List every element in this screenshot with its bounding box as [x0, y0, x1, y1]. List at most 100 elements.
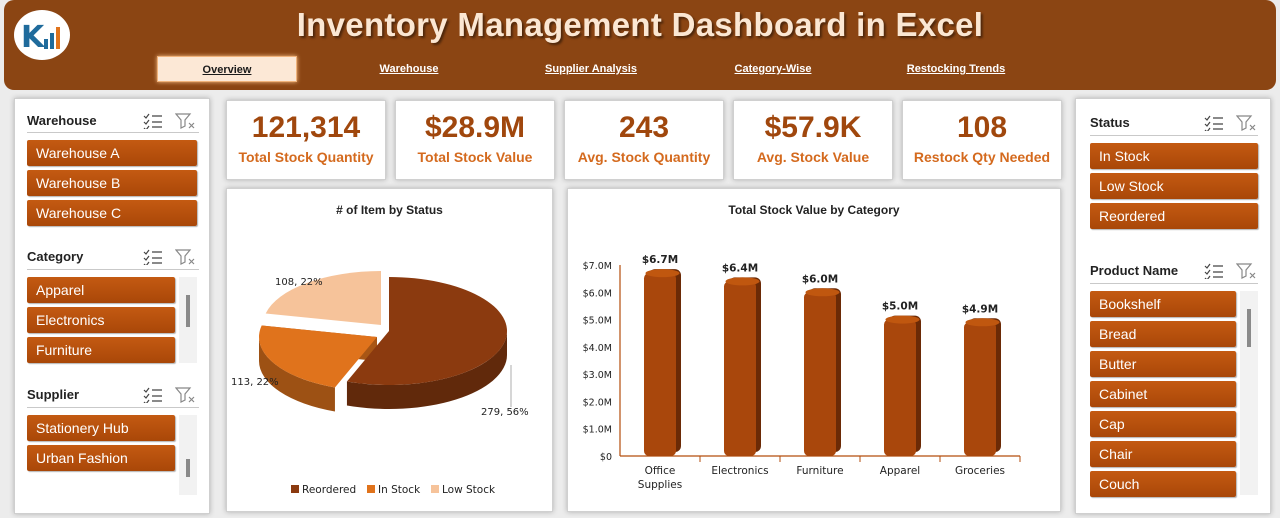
y-tick-label: $0	[600, 452, 612, 463]
bar[interactable]	[884, 315, 921, 456]
kpi-total-stock-value: $28.9M Total Stock Value	[395, 100, 555, 180]
page-title: Inventory Management Dashboard in Excel	[296, 6, 984, 43]
pie-slice-in-stock[interactable]	[259, 325, 377, 388]
supplier-scrollbar[interactable]	[179, 415, 197, 495]
bar-chart: $0 $1.0M $2.0M $3.0M $4.0M $5.0M $6.0M $7.0M $6.…	[583, 254, 1021, 491]
slicer-item-couch[interactable]: Couch	[1090, 471, 1236, 497]
multi-select-icon[interactable]	[143, 387, 163, 403]
bar-chart-title: Total Stock Value by Category	[728, 203, 900, 217]
slicer-item-low-stock[interactable]: Low Stock	[1090, 173, 1258, 199]
scrollbar-thumb[interactable]	[186, 459, 190, 477]
kpi-label: Avg. Stock Quantity	[577, 149, 711, 165]
status-slicer-title: Status	[1090, 115, 1130, 130]
slicer-divider	[1090, 283, 1258, 284]
slicer-item-bread[interactable]: Bread	[1090, 321, 1236, 347]
y-tick-label: $4.0M	[583, 343, 612, 354]
kpi-avg-stock-value: $57.9K Avg. Stock Value	[733, 100, 893, 180]
slicer-divider	[27, 269, 199, 270]
clear-filter-icon[interactable]	[1236, 115, 1256, 131]
slicer-item-stationery-hub[interactable]: Stationery Hub	[27, 415, 175, 441]
pie-slice-low-stock[interactable]	[265, 271, 381, 325]
slicer-item-chair[interactable]: Chair	[1090, 441, 1236, 467]
tab-category-wise[interactable]: Category-Wise	[734, 63, 812, 75]
multi-select-icon[interactable]	[1204, 263, 1224, 279]
slicer-item-in-stock[interactable]: In Stock	[1090, 143, 1258, 169]
kpi-value: 108	[956, 111, 1008, 144]
slicer-divider	[27, 132, 199, 133]
kpi-value: 243	[618, 111, 670, 144]
x-tick-label: Supplies	[638, 479, 682, 491]
kpi-total-stock-quantity: 121,314 Total Stock Quantity	[226, 100, 386, 180]
legend-swatch	[367, 485, 375, 493]
legend-label: Reordered	[302, 484, 356, 496]
slicer-item-reordered[interactable]: Reordered	[1090, 203, 1258, 229]
clear-filter-icon[interactable]	[175, 249, 195, 265]
slicer-item-warehouse-c[interactable]: Warehouse C	[27, 200, 197, 226]
bar-data-label: $5.0M	[882, 301, 918, 313]
pie-chart-card: # of Item by Status 279, 56% 113, 22% 108,…	[226, 188, 553, 512]
multi-select-icon[interactable]	[1204, 115, 1224, 131]
bar[interactable]	[964, 318, 1001, 456]
multi-select-icon[interactable]	[143, 113, 163, 129]
slicer-item-butter[interactable]: Butter	[1090, 351, 1236, 377]
pie-slice-reordered-side	[346, 331, 507, 410]
y-tick-label: $6.0M	[583, 288, 612, 299]
pie-legend: Reordered In Stock Low Stock	[291, 484, 496, 496]
slicer-divider	[27, 407, 199, 408]
tab-overview[interactable]: Overview	[157, 56, 297, 82]
kpi-value: $28.9M	[424, 111, 526, 144]
right-slicer-panel: Status In Stock Low Stock Reordered Prod…	[1075, 98, 1271, 514]
kpi-label: Total Stock Value	[417, 149, 533, 165]
pie-data-label: 279, 56%	[481, 407, 529, 418]
x-tick-label: Groceries	[955, 465, 1005, 477]
slicer-item-bookshelf[interactable]: Bookshelf	[1090, 291, 1236, 317]
bar-data-label: $6.7M	[642, 254, 678, 266]
pie-slice-reordered[interactable]	[346, 277, 507, 385]
tab-warehouse[interactable]: Warehouse	[379, 63, 439, 75]
company-logo: K	[14, 10, 70, 60]
tab-restocking-trends[interactable]: Restocking Trends	[906, 63, 1006, 75]
kpi-label: Restock Qty Needed	[913, 149, 1051, 165]
slicer-item-urban-fashion[interactable]: Urban Fashion	[27, 445, 175, 471]
x-tick-label: Apparel	[880, 465, 920, 477]
scrollbar-thumb[interactable]	[186, 295, 190, 327]
legend-swatch	[291, 485, 299, 493]
y-tick-label: $5.0M	[583, 316, 612, 327]
bar-data-label: $6.4M	[722, 262, 758, 274]
slicer-item-electronics[interactable]: Electronics	[27, 307, 175, 333]
bar[interactable]	[724, 277, 761, 456]
kpi-value: $57.9K	[764, 111, 862, 144]
y-tick-label: $1.0M	[583, 425, 612, 436]
category-scrollbar[interactable]	[179, 277, 197, 363]
bar[interactable]	[804, 288, 841, 456]
legend-label: Low Stock	[442, 484, 496, 496]
legend-label: In Stock	[378, 484, 421, 496]
logo-icon: K	[21, 20, 60, 55]
slicer-item-cap[interactable]: Cap	[1090, 411, 1236, 437]
scrollbar-thumb[interactable]	[1247, 309, 1251, 347]
slicer-item-warehouse-b[interactable]: Warehouse B	[27, 170, 197, 196]
kpi-restock-qty-needed: 108 Restock Qty Needed	[902, 100, 1062, 180]
multi-select-icon[interactable]	[143, 249, 163, 265]
clear-filter-icon[interactable]	[175, 387, 195, 403]
pie-data-label: 113, 22%	[231, 377, 279, 388]
product-scrollbar[interactable]	[1240, 291, 1258, 495]
x-tick-label: Office	[645, 465, 676, 477]
bar-data-label: $4.9M	[962, 303, 998, 315]
kpi-value: 121,314	[251, 111, 361, 144]
kpi-label: Total Stock Quantity	[238, 149, 374, 165]
slicer-item-warehouse-a[interactable]: Warehouse A	[27, 140, 197, 166]
svg-text:K: K	[21, 20, 46, 55]
tab-supplier-analysis[interactable]: Supplier Analysis	[545, 63, 637, 75]
slicer-item-apparel[interactable]: Apparel	[27, 277, 175, 303]
clear-filter-icon[interactable]	[1236, 263, 1256, 279]
slicer-item-furniture[interactable]: Furniture	[27, 337, 175, 363]
pie-chart-title: # of Item by Status	[336, 203, 443, 217]
legend-swatch	[431, 485, 439, 493]
y-tick-label: $2.0M	[583, 397, 612, 408]
y-tick-label: $3.0M	[583, 370, 612, 381]
clear-filter-icon[interactable]	[175, 113, 195, 129]
product-slicer-title: Product Name	[1090, 263, 1179, 278]
bar[interactable]	[644, 269, 681, 456]
slicer-item-cabinet[interactable]: Cabinet	[1090, 381, 1236, 407]
